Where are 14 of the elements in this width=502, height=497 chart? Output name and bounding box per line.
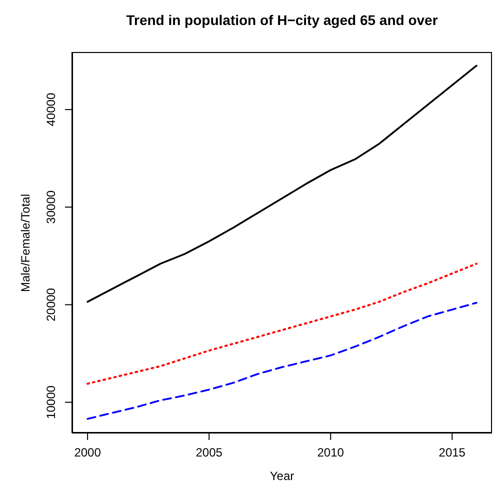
line-series <box>86 64 478 303</box>
line-series <box>86 262 478 385</box>
y-tick-label: 10000 <box>44 385 58 419</box>
chart-title: Trend in population of H−city aged 65 and over <box>125 12 439 28</box>
x-tick-label: 2015 <box>438 446 466 460</box>
x-axis-title: Year <box>268 469 296 483</box>
y-axis-title: Male/Female/Total <box>18 192 33 294</box>
y-tick-label: 40000 <box>44 92 58 126</box>
x-tick-label: 2010 <box>317 446 344 460</box>
y-tick-label: 30000 <box>44 190 58 224</box>
line-series <box>86 302 478 420</box>
y-tick-label: 20000 <box>44 288 58 322</box>
x-tick-label: 2005 <box>196 446 223 460</box>
x-tick-label: 2000 <box>74 446 102 460</box>
